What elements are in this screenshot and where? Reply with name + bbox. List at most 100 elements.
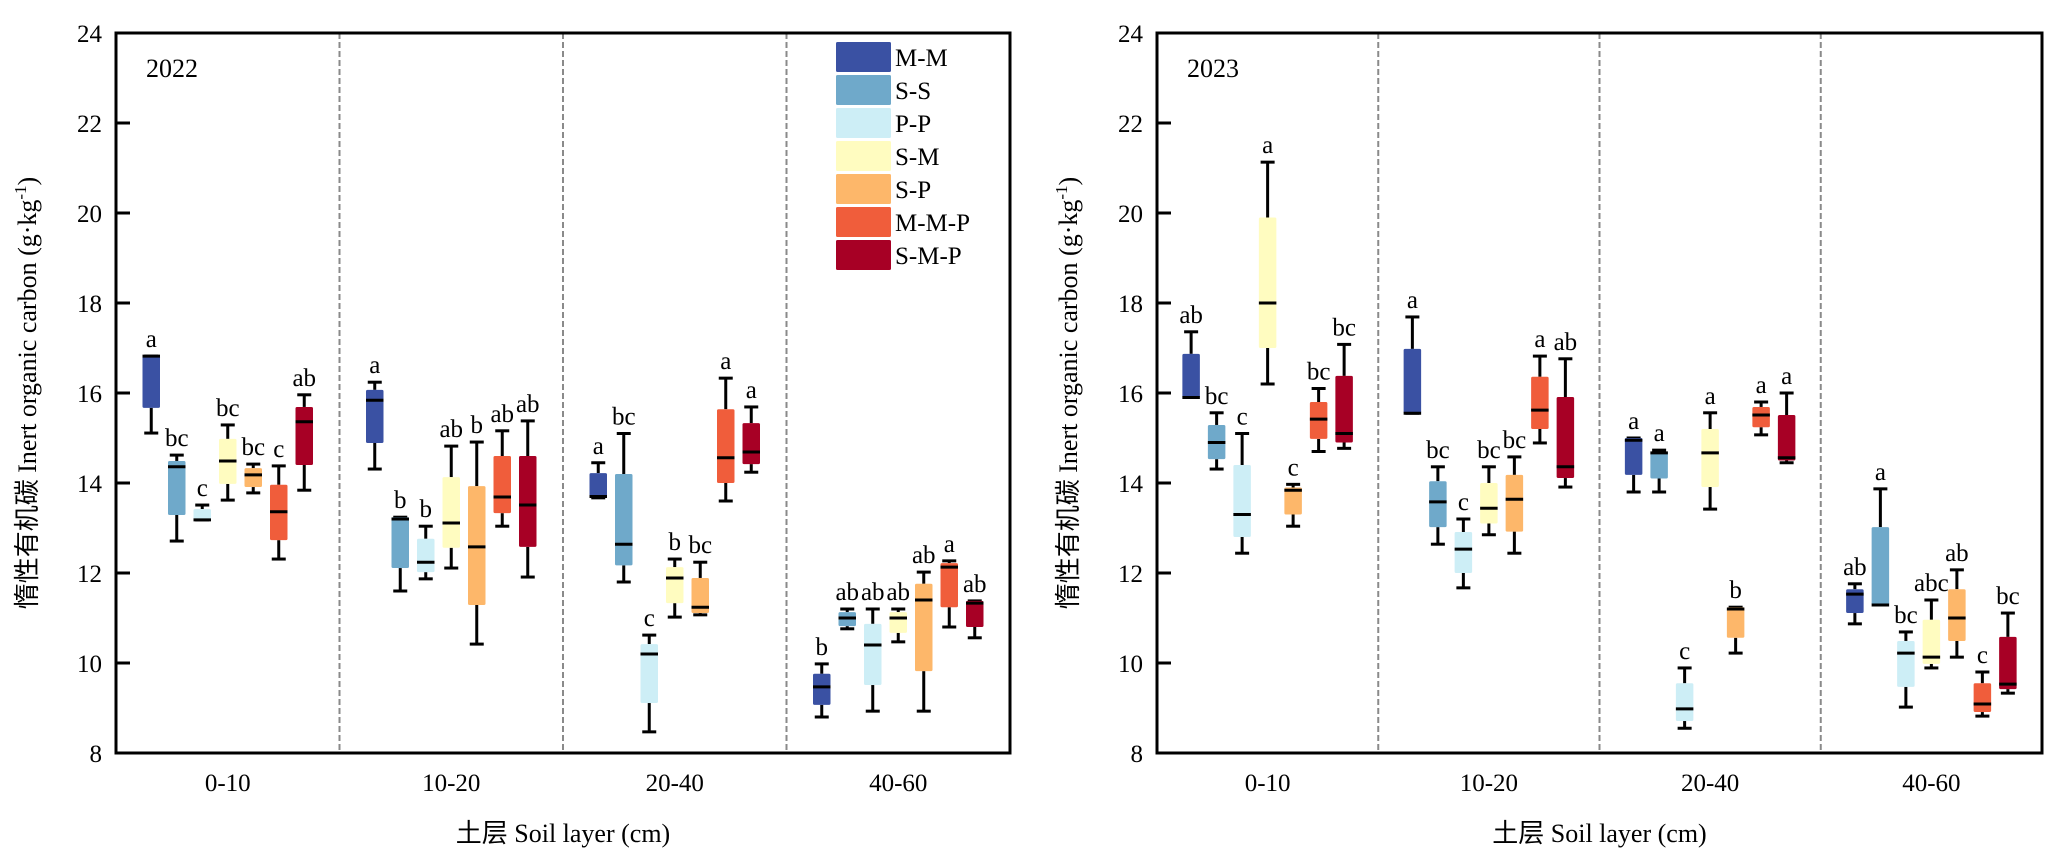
- significance-label: a: [1654, 420, 1665, 447]
- box-S-S: ab: [835, 579, 859, 631]
- significance-label: ab: [963, 571, 987, 598]
- significance-label: b: [471, 412, 484, 439]
- significance-label: c: [1679, 638, 1690, 665]
- box-M-M: a: [589, 433, 607, 500]
- x-axis-title: 土层 Soil layer (cm): [456, 819, 670, 848]
- layer-group-10-20: ab bab b ab ab: [366, 352, 540, 646]
- box-S-M: ab: [886, 579, 910, 644]
- y-axis-title: 惰性有机碳 Inert organic carbon (g·kg-1): [1052, 177, 1083, 609]
- box-iqr: [1999, 636, 2017, 690]
- legend-label-S-M: S-M: [895, 144, 939, 171]
- y-axis-title-superscript: -1: [1052, 185, 1071, 199]
- y-tick-label: 24: [1118, 21, 1144, 48]
- box-iqr: [193, 509, 211, 520]
- box-S-P: bc: [241, 434, 265, 495]
- significance-label: a: [1534, 326, 1545, 353]
- significance-label: bc: [216, 395, 240, 422]
- box-iqr: [940, 563, 958, 608]
- y-tick-label: 22: [1118, 111, 1143, 138]
- box-iqr: [813, 673, 831, 705]
- box-iqr: [1454, 532, 1473, 573]
- box-M-M-P: a: [1752, 372, 1770, 437]
- box-S-M-P: ab: [1554, 329, 1577, 489]
- x-tick-label: 0-10: [1245, 770, 1291, 797]
- significance-label: b: [1729, 577, 1742, 604]
- box-M-M-P: ab: [490, 401, 514, 528]
- box-S-M: bc: [216, 395, 240, 502]
- x-tick-label: 20-40: [1681, 770, 1739, 797]
- significance-label: c: [1458, 489, 1469, 516]
- significance-label: bc: [1426, 437, 1450, 464]
- significance-label: bc: [1205, 383, 1229, 410]
- x-tick-label: 10-20: [1460, 770, 1518, 797]
- significance-label: a: [1781, 363, 1792, 390]
- y-tick-label: 14: [1118, 471, 1144, 498]
- box-iqr: [1752, 406, 1770, 428]
- box-S-M-P: a: [1777, 363, 1796, 465]
- significance-label: c: [644, 605, 655, 632]
- box-iqr: [640, 644, 658, 704]
- y-axis-title-close: ): [1054, 177, 1083, 186]
- legend-label-M-M-P: M-M-P: [895, 210, 970, 237]
- significance-label: ab: [490, 401, 514, 428]
- significance-label: c: [1288, 454, 1299, 481]
- legend-swatch-M-M: [836, 42, 891, 72]
- significance-label: ab: [1179, 302, 1203, 329]
- box-iqr: [1429, 481, 1447, 528]
- box-iqr: [493, 456, 511, 514]
- significance-label: bc: [1894, 602, 1918, 629]
- significance-label: ab: [1843, 554, 1867, 581]
- box-P-P: b: [417, 496, 435, 581]
- significance-label: a: [1262, 132, 1273, 159]
- significance-label: a: [146, 326, 157, 353]
- y-tick-label: 10: [1118, 651, 1143, 678]
- y-tick-label: 24: [77, 21, 103, 48]
- box-iqr: [1897, 640, 1915, 687]
- y-tick-label: 20: [77, 201, 102, 228]
- box-iqr: [1284, 487, 1302, 515]
- box-iqr: [666, 567, 684, 604]
- significance-label: ab: [439, 416, 463, 443]
- y-axis-title-close: ): [13, 177, 42, 186]
- box-S-M: abc: [1914, 570, 1949, 670]
- significance-label: ab: [912, 542, 936, 569]
- significance-label: bc: [165, 425, 189, 452]
- box-iqr: [1650, 451, 1668, 479]
- legend-label-P-P: P-P: [895, 111, 931, 138]
- y-tick-label: 18: [1118, 291, 1143, 318]
- significance-label: bc: [1477, 437, 1501, 464]
- box-P-P: c: [1454, 489, 1473, 590]
- x-tick-label: 20-40: [646, 770, 704, 797]
- box-M-M: a: [1403, 287, 1422, 415]
- box-iqr: [742, 423, 760, 465]
- significance-label: ab: [886, 579, 910, 606]
- box-M-M: a: [366, 352, 384, 471]
- y-tick-label: 16: [77, 381, 102, 408]
- box-iqr: [1335, 375, 1353, 443]
- box-S-M: b: [666, 529, 684, 619]
- box-iqr: [391, 517, 409, 569]
- significance-label: abc: [1914, 570, 1949, 597]
- significance-label: ab: [292, 365, 316, 392]
- box-iqr: [1726, 607, 1745, 638]
- box-M-M-P: bc: [1307, 359, 1331, 453]
- box-M-M-P: a: [1531, 326, 1549, 445]
- box-S-P: c: [1284, 454, 1302, 528]
- box-S-P: b: [1726, 577, 1745, 655]
- x-tick-label: 40-60: [869, 770, 927, 797]
- box-S-M: ab: [439, 416, 463, 570]
- significance-label: bc: [1307, 359, 1331, 386]
- box-iqr: [1624, 438, 1643, 475]
- significance-label: a: [720, 348, 731, 375]
- y-axis-title-superscript: -1: [11, 185, 30, 199]
- legend-swatch-S-M: [836, 141, 891, 171]
- panel-year-label: 2023: [1187, 54, 1239, 83]
- box-S-S: bc: [612, 404, 636, 584]
- box-iqr: [1233, 465, 1251, 537]
- box-S-S: bc: [1426, 437, 1450, 546]
- box-iqr: [1973, 683, 1992, 713]
